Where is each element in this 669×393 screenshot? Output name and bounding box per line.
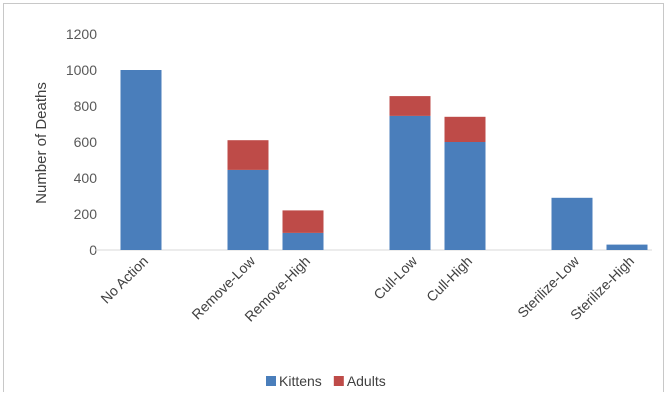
bar-kittens xyxy=(120,70,162,250)
bar-kittens xyxy=(606,244,648,250)
y-tick-label: 0 xyxy=(89,242,97,258)
y-axis-ticks: 0 200 400 600 800 1000 1200 xyxy=(66,26,97,258)
legend-label: Kittens xyxy=(279,373,322,389)
y-tick-label: 800 xyxy=(74,98,98,114)
legend-label: Adults xyxy=(347,373,386,389)
legend-swatch xyxy=(266,376,276,386)
bar-kittens xyxy=(227,169,269,250)
bar-adults xyxy=(227,140,269,170)
y-tick-label: 400 xyxy=(74,170,98,186)
bar-adults xyxy=(389,96,431,116)
legend-swatch xyxy=(333,376,344,386)
bar-kittens xyxy=(444,142,486,250)
y-tick-label: 1000 xyxy=(66,62,97,78)
x-tick-label: Cull-High xyxy=(423,253,475,305)
chart-frame xyxy=(3,3,664,392)
bar-adults xyxy=(282,210,324,233)
y-axis-label: Number of Deaths xyxy=(33,82,50,204)
y-tick-label: 600 xyxy=(74,134,98,150)
bars xyxy=(120,70,648,251)
bar-adults xyxy=(444,116,486,142)
bar-kittens xyxy=(551,197,593,250)
x-tick-label: Cull-Low xyxy=(370,252,420,302)
y-tick-label: 1200 xyxy=(66,26,97,42)
bar-kittens xyxy=(282,232,324,250)
y-tick-label: 200 xyxy=(74,206,98,222)
legend: Kittens Adults xyxy=(266,373,386,389)
bar-kittens xyxy=(389,115,431,251)
x-tick-label: No Action xyxy=(97,253,151,307)
